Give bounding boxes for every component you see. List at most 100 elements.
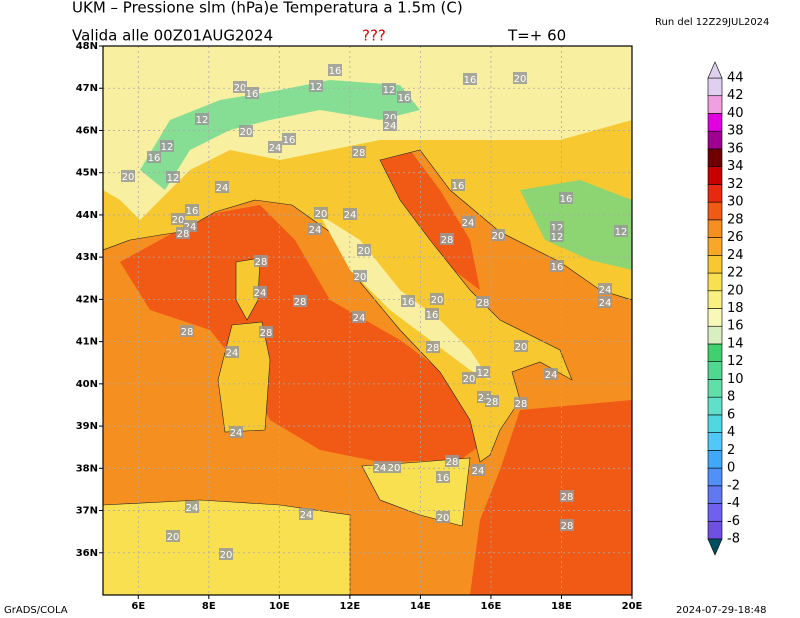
colorbar-box <box>707 290 723 309</box>
contour-label-box <box>451 179 465 191</box>
contour-label-box <box>401 295 415 307</box>
contour-label-box <box>180 325 194 337</box>
contour-label: 16 <box>560 194 573 205</box>
contour-label: 24 <box>353 313 366 324</box>
contour-label: 24 <box>309 225 322 236</box>
contour-label-box <box>229 426 243 438</box>
contour-label: 20 <box>234 83 247 94</box>
colorbar-box <box>707 130 723 150</box>
contour-label-box <box>550 230 564 242</box>
y-tick-label: 45N <box>76 168 98 179</box>
y-tick-label: 47N <box>76 83 98 94</box>
north-africa <box>103 499 351 595</box>
contour-label: 16 <box>186 206 199 217</box>
contour-label: 12 <box>477 368 490 379</box>
contour-label: 24 <box>599 285 612 296</box>
contour-label-box <box>121 170 135 182</box>
contour-label: 24 <box>254 288 267 299</box>
colorbar-box <box>707 520 723 540</box>
contour-label-box <box>598 296 612 308</box>
colorbar-box <box>707 467 723 487</box>
y-tick-label: 42N <box>76 294 98 305</box>
contour-label: 16 <box>402 297 415 308</box>
x-tick-label: 20E <box>622 601 643 612</box>
contour-label: 28 <box>294 297 307 308</box>
contour-label: 12 <box>167 173 180 184</box>
colorbar-under <box>707 538 723 556</box>
contour-label: 28 <box>515 399 528 410</box>
contour-label-box <box>514 397 528 409</box>
y-tick-label: 46N <box>76 125 98 136</box>
y-tick-label: 38N <box>76 463 98 474</box>
colorbar-box <box>707 396 723 416</box>
contour-label-box <box>559 192 573 204</box>
contour-label: 16 <box>452 181 465 192</box>
colorbar-box <box>707 485 723 504</box>
contour-label-box <box>430 293 444 305</box>
contour-label: 24 <box>230 428 243 439</box>
contour-label-box <box>382 83 396 95</box>
contour-label-box <box>476 366 490 378</box>
contour-label: 28 <box>486 397 499 408</box>
contour-label-box <box>436 511 450 523</box>
y-tick-label: 43N <box>76 252 98 263</box>
contour-label-box <box>253 286 267 298</box>
colorbar-box <box>707 432 723 451</box>
colorbar-label: 8 <box>727 390 735 405</box>
contour-label-box <box>160 140 174 152</box>
contour-label: 24 <box>226 348 239 359</box>
contour-label-box <box>397 91 411 103</box>
contour-label: 20 <box>315 209 328 220</box>
contour-label: 20 <box>437 513 450 524</box>
valid-time: Valida alle 00Z01AUG2024 <box>72 27 273 45</box>
y-tick-label: 36N <box>76 548 98 559</box>
contour-label: 16 <box>426 310 439 321</box>
contour-label: 20 <box>431 295 444 306</box>
contour-label-box <box>550 260 564 272</box>
contour-label-box <box>195 113 209 125</box>
colorbar-label: 24 <box>727 248 744 263</box>
contour-label-box <box>491 229 505 241</box>
footer-right: 2024-07-29-18:48 <box>676 605 767 616</box>
contour-label: 28 <box>260 328 273 339</box>
contour-label-box <box>314 207 328 219</box>
warm-sea <box>470 400 632 595</box>
colorbar-label: 40 <box>727 106 744 121</box>
colorbar-box <box>707 166 723 185</box>
contour-label-box <box>436 471 450 483</box>
contour-label-box <box>282 133 296 145</box>
colorbar-label: 44 <box>727 71 744 86</box>
map-frame <box>102 45 633 596</box>
contour-label-box <box>387 461 401 473</box>
contour-label: 20 <box>388 463 401 474</box>
forecast-step: T=+ 60 <box>507 27 566 45</box>
run-info: Run del 12Z29JUL2024 <box>655 17 769 28</box>
x-tick-label: 10E <box>269 601 290 612</box>
title: UKM – Pressione slm (hPa)e Temperatura a… <box>72 0 463 17</box>
colorbar-label: 4 <box>727 425 735 440</box>
x-tick-label: 6E <box>131 601 145 612</box>
contour-label-box <box>560 519 574 531</box>
contour-label: 28 <box>446 457 459 468</box>
colorbar-label: 0 <box>727 461 735 476</box>
dinaric <box>520 180 632 270</box>
colorbar-label: -2 <box>727 478 740 493</box>
contour-label: 20 <box>122 172 135 183</box>
contour-label-box <box>514 340 528 352</box>
contour-label: 28 <box>353 148 366 159</box>
contour-label-box <box>171 213 185 225</box>
colorbar-label: -8 <box>727 532 740 547</box>
contour-label: 20 <box>172 215 185 226</box>
contour-label-box <box>219 548 233 560</box>
colorbar-box <box>707 361 723 380</box>
contour-label-box <box>268 141 282 153</box>
contour-label: 16 <box>551 262 564 273</box>
contour-label-box <box>462 372 476 384</box>
x-tick-label: 8E <box>202 601 216 612</box>
colorbar-box <box>707 255 723 274</box>
contour-label-box <box>461 216 475 228</box>
colorbar-box <box>707 184 723 203</box>
colorbar-box <box>707 379 723 398</box>
colorbar-label: 14 <box>727 336 744 351</box>
contour-label: 20 <box>492 231 505 242</box>
